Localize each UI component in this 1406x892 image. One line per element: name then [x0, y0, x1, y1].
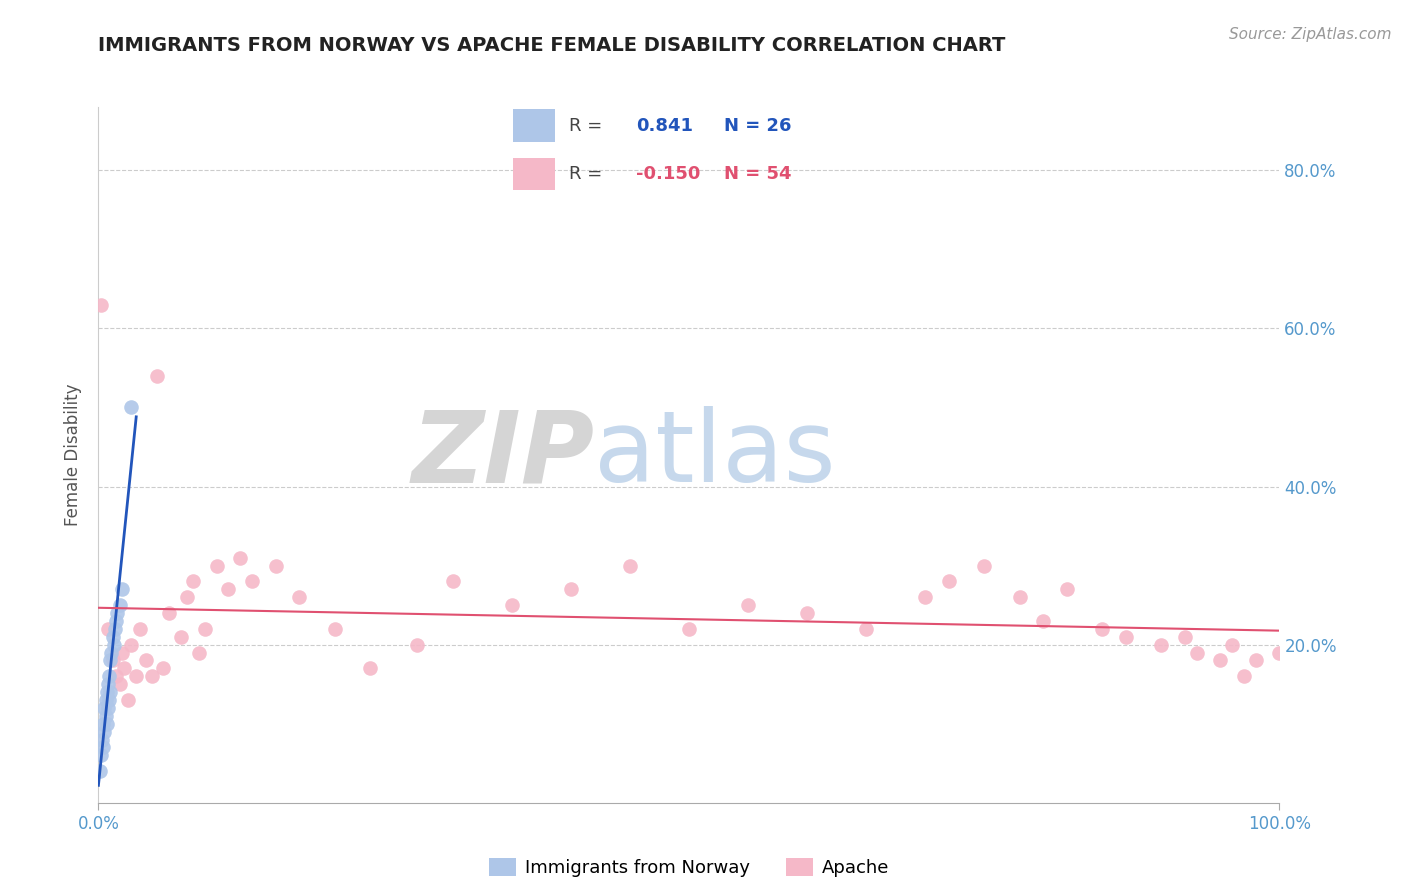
Point [152, 661, 174, 675]
Point [1268, 646, 1291, 660]
Point [796, 606, 818, 620]
Point [89, 764, 111, 779]
Point [170, 630, 193, 644]
Point [90, 298, 112, 312]
Point [105, 614, 128, 628]
Text: 0.841: 0.841 [636, 117, 693, 135]
Point [125, 669, 148, 683]
Point [105, 606, 128, 620]
Point [105, 669, 128, 683]
Point [96, 716, 118, 731]
Point [98, 669, 121, 683]
Point [1209, 653, 1232, 667]
Point [93, 701, 115, 715]
Text: R =: R = [569, 117, 609, 135]
Text: atlas: atlas [595, 407, 837, 503]
Point [101, 630, 124, 644]
FancyBboxPatch shape [513, 158, 555, 190]
Text: -0.150: -0.150 [636, 165, 700, 183]
Point [108, 598, 131, 612]
Text: Source: ZipAtlas.com: Source: ZipAtlas.com [1229, 27, 1392, 42]
Point [121, 401, 143, 415]
Point [176, 591, 198, 605]
Point [157, 606, 180, 620]
Point [94, 693, 117, 707]
Point [100, 646, 122, 660]
Point [1032, 614, 1054, 628]
Point [91, 740, 114, 755]
Point [91, 716, 114, 731]
Point [914, 591, 936, 605]
Point [1150, 638, 1173, 652]
Point [90, 748, 112, 763]
Point [240, 574, 263, 589]
Point [146, 368, 169, 383]
Point [406, 638, 429, 652]
Point [1091, 622, 1114, 636]
Point [93, 724, 115, 739]
Point [91, 732, 114, 747]
Point [1056, 582, 1078, 597]
Point [1008, 591, 1031, 605]
Y-axis label: Female Disability: Female Disability [65, 384, 83, 526]
Point [94, 708, 117, 723]
Point [98, 653, 121, 667]
FancyBboxPatch shape [513, 110, 555, 142]
Point [217, 582, 239, 597]
Point [111, 646, 134, 660]
Point [96, 685, 118, 699]
Point [855, 622, 877, 636]
Point [135, 653, 157, 667]
Point [181, 574, 204, 589]
Point [108, 677, 131, 691]
Point [194, 622, 217, 636]
Text: R =: R = [569, 165, 609, 183]
Point [104, 622, 127, 636]
Point [1174, 630, 1197, 644]
Text: IMMIGRANTS FROM NORWAY VS APACHE FEMALE DISABILITY CORRELATION CHART: IMMIGRANTS FROM NORWAY VS APACHE FEMALE … [98, 36, 1005, 54]
Point [1220, 638, 1243, 652]
Text: N = 54: N = 54 [724, 165, 792, 183]
Point [205, 558, 228, 573]
Legend: Immigrants from Norway, Apache: Immigrants from Norway, Apache [481, 850, 897, 884]
Point [973, 558, 995, 573]
Point [501, 598, 523, 612]
Point [101, 653, 124, 667]
Point [97, 677, 120, 691]
Point [1185, 646, 1208, 660]
Point [128, 622, 150, 636]
Point [121, 638, 143, 652]
Point [141, 669, 163, 683]
Point [187, 646, 209, 660]
Point [323, 622, 346, 636]
Point [98, 685, 121, 699]
Point [97, 701, 120, 715]
Point [103, 638, 125, 652]
Point [1244, 653, 1267, 667]
Point [678, 622, 700, 636]
Point [229, 550, 252, 565]
Point [619, 558, 641, 573]
Point [288, 591, 311, 605]
Text: N = 26: N = 26 [724, 117, 792, 135]
Point [97, 622, 120, 636]
Point [264, 558, 287, 573]
Point [359, 661, 381, 675]
Point [117, 693, 139, 707]
Point [111, 582, 134, 597]
Point [938, 574, 960, 589]
Point [98, 693, 121, 707]
Point [112, 661, 135, 675]
Point [1115, 630, 1137, 644]
Point [441, 574, 464, 589]
Point [737, 598, 759, 612]
Point [1233, 669, 1256, 683]
Point [560, 582, 582, 597]
Text: ZIP: ZIP [412, 407, 595, 503]
